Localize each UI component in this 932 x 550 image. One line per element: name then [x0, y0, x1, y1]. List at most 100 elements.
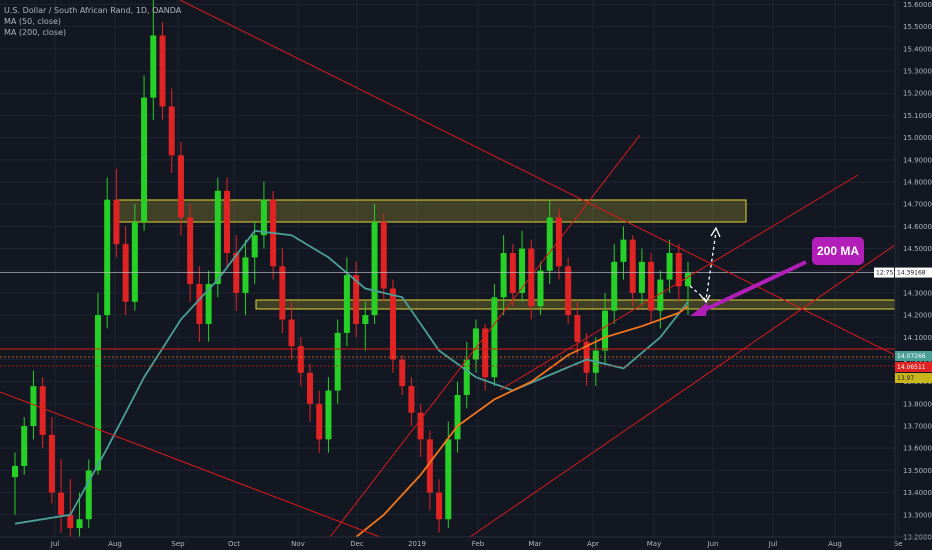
candle-down	[399, 355, 406, 395]
candle-down	[297, 337, 304, 387]
candle-body	[316, 403, 323, 440]
candle-body	[21, 426, 28, 466]
candle-body	[30, 386, 37, 427]
candle-up	[454, 381, 461, 453]
y-tick-label: 14.90000	[903, 156, 932, 164]
candle-down	[288, 301, 295, 360]
candle-up	[602, 292, 609, 364]
candle-body	[528, 248, 535, 307]
candle-body	[187, 217, 194, 285]
candle-down	[565, 257, 572, 324]
candle-body	[602, 310, 609, 351]
candle-down	[417, 403, 424, 458]
x-tick-label: Jul	[768, 540, 778, 548]
candle-body	[482, 328, 489, 378]
ma200-line	[355, 305, 689, 538]
candle-body	[325, 390, 332, 440]
trendlines-layer	[0, 0, 896, 538]
callout-label: 200 MA	[817, 244, 859, 258]
candle-body	[343, 275, 350, 333]
candle-body	[611, 261, 618, 311]
moving-averages-layer	[14, 229, 689, 538]
candle-up	[141, 75, 148, 231]
y-tick-label: 15.00000	[903, 134, 932, 142]
candle-body	[399, 359, 406, 387]
candle-body	[279, 266, 286, 320]
candle-up	[500, 235, 507, 316]
callout-arrow-shaft	[701, 260, 807, 313]
candle-body	[583, 341, 590, 373]
candle-body	[39, 386, 46, 435]
y-tick-label: 15.20000	[903, 90, 932, 98]
candle-down	[196, 266, 203, 342]
candle-down	[353, 261, 360, 338]
candle-body	[565, 266, 572, 316]
candle-down	[270, 190, 277, 280]
candle-body	[472, 328, 479, 360]
candle-body	[260, 199, 267, 236]
candle-body	[297, 346, 304, 373]
countdown-tag: 12:75	[874, 267, 894, 278]
candle-body	[417, 412, 424, 440]
candle-body	[224, 190, 231, 253]
candle-up	[325, 377, 332, 453]
candle-body	[353, 275, 360, 324]
supply-zone-upper	[116, 199, 747, 223]
candle-up	[334, 319, 341, 404]
x-tick-label: Oct	[228, 540, 240, 548]
candle-down	[528, 239, 535, 320]
candle-up	[620, 226, 627, 280]
y-tick-label: 14.70000	[903, 201, 932, 209]
last-close-tag-bg	[895, 362, 932, 372]
x-tick-label: Apr	[587, 540, 599, 548]
legend-ma200: MA (200, close)	[4, 28, 67, 37]
candle-down	[426, 430, 433, 511]
legend-symbol: U.S. Dollar / South African Rand, 1D, OA…	[4, 6, 182, 15]
candle-up	[546, 199, 553, 285]
y-tick-label: 13.50000	[903, 467, 932, 475]
candle-down	[380, 213, 387, 302]
candle-body	[463, 359, 470, 395]
candle-down	[58, 459, 65, 533]
ma200-value-tag-bg	[895, 373, 932, 383]
candle-body	[500, 252, 507, 298]
candle-body	[629, 239, 636, 293]
ma50-value-tag: 14.07266	[895, 351, 932, 361]
candle-body	[214, 190, 221, 285]
last-close-tag-text: 14.06511	[897, 364, 926, 371]
candle-up	[611, 244, 618, 324]
candle-down	[555, 208, 562, 280]
projection-arrowhead-down	[700, 294, 711, 304]
candle-down	[574, 301, 581, 356]
candle-body	[113, 199, 120, 245]
candle-body	[555, 217, 562, 267]
y-tick-label: 13.30000	[903, 511, 932, 519]
candle-down	[408, 377, 415, 427]
y-tick-label: 13.80000	[903, 400, 932, 408]
candle-down	[187, 204, 194, 302]
candle-up	[491, 284, 498, 387]
candle-body	[177, 155, 184, 218]
candle-body	[436, 492, 443, 520]
candle-down	[233, 235, 240, 311]
descending-trendline-top	[179, 0, 896, 356]
candle-up	[85, 459, 92, 529]
y-tick-label: 15.40000	[903, 45, 932, 53]
candle-body	[76, 519, 83, 529]
candle-body	[48, 434, 55, 493]
candle-down	[307, 363, 314, 422]
y-tick-label: 13.60000	[903, 445, 932, 453]
y-tick-label: 14.50000	[903, 245, 932, 253]
candle-body	[675, 252, 682, 287]
candle-body	[242, 257, 249, 293]
candle-down	[436, 479, 443, 533]
y-tick-label: 15.50000	[903, 23, 932, 31]
candle-down	[224, 177, 231, 267]
candle-down	[509, 244, 516, 307]
candle-body	[334, 332, 341, 391]
candle-up	[260, 181, 267, 249]
callout-arrow-head	[690, 302, 708, 316]
x-tick-label: Aug	[108, 540, 122, 548]
y-tick-label: 14.60000	[903, 223, 932, 231]
